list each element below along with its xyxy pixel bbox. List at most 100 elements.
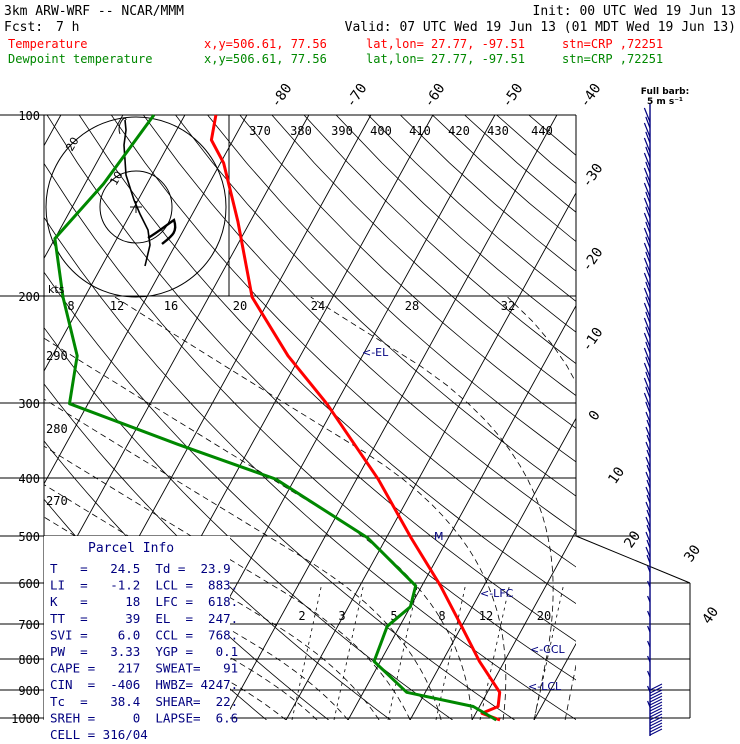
dry-adiabat bbox=[336, 115, 740, 720]
parcel-info-row: TT = 39 EL = 247. bbox=[50, 611, 238, 626]
fcst-label: Fcst: bbox=[4, 20, 43, 35]
isotherm-label: -10 bbox=[579, 325, 607, 355]
legend-dewpoint-stn: stn=CRP ,72251 bbox=[562, 52, 663, 66]
isotherm-label: 40 bbox=[699, 604, 722, 627]
isotherm-label: -40 bbox=[577, 81, 605, 111]
parcel-info-row: CELL = 316/04 bbox=[50, 727, 148, 740]
parcel-info-row: SREH = 0 LAPSE= 6.6 bbox=[50, 710, 238, 725]
isotherm-label: 20 bbox=[621, 528, 644, 551]
legend-temperature-xy: x,y=506.61, 77.56 bbox=[204, 37, 327, 51]
theta-label: 270 bbox=[46, 494, 68, 508]
mixing-ratio-label: 12 bbox=[110, 299, 124, 313]
barb-key-line1: Full barb: bbox=[641, 87, 689, 97]
dry-adiabat bbox=[400, 115, 740, 720]
lcl-marker: <-LCL bbox=[528, 680, 562, 693]
parcel-info-row: SVI = 6.0 CCL = 768. bbox=[50, 627, 238, 642]
dry-adiabat bbox=[176, 115, 740, 720]
wind-barb bbox=[650, 726, 662, 732]
dry-adiabat bbox=[497, 115, 740, 720]
hodograph-units: kts bbox=[48, 283, 65, 296]
isotherm-label: -20 bbox=[579, 245, 607, 275]
isotherm-label: -80 bbox=[268, 81, 296, 111]
dry-adiabat bbox=[432, 115, 740, 720]
parcel-info-row: T = 24.5 Td = 23.9 bbox=[50, 561, 231, 576]
wind-barb bbox=[650, 684, 662, 690]
pressure-tick-label: 900 bbox=[18, 684, 40, 698]
parcel-info-row: K = 18 LFC = 618. bbox=[50, 594, 238, 609]
fcst-value: 7 h bbox=[56, 20, 79, 35]
valid-time: Valid: 07 UTC Wed 19 Jun 13 (01 MDT Wed … bbox=[345, 20, 736, 35]
theta-label: 290 bbox=[46, 349, 68, 363]
isotherm-label: -60 bbox=[421, 81, 449, 111]
wind-barb bbox=[650, 693, 662, 699]
mixing-ratio-label: 24 bbox=[311, 299, 325, 313]
pressure-tick-label: 500 bbox=[18, 530, 40, 544]
parcel-info-row: CIN = -406 HWBZ= 4247. bbox=[50, 677, 238, 692]
theta-e-label: 420 bbox=[448, 124, 470, 138]
mixing-ratio-label: 2 bbox=[298, 609, 305, 623]
pressure-tick-label: 1000 bbox=[11, 712, 40, 726]
ccl-marker: <-CCL bbox=[530, 643, 566, 656]
dry-adiabat bbox=[208, 115, 740, 720]
isotherm bbox=[658, 115, 740, 720]
isotherm-label: 10 bbox=[605, 464, 628, 487]
pressure-tick-label: 100 bbox=[18, 109, 40, 123]
parcel-info-row: PW = 3.33 YGP = 0.1 bbox=[50, 644, 238, 659]
pressure-tick-label: 800 bbox=[18, 653, 40, 667]
pressure-tick-label: 700 bbox=[18, 618, 40, 632]
wind-barb bbox=[650, 708, 662, 714]
lfc-marker: <-LFC bbox=[480, 587, 514, 600]
legend-temperature-stn: stn=CRP ,72251 bbox=[562, 37, 663, 51]
mixing-ratio-label: 3 bbox=[338, 609, 345, 623]
theta-label: 280 bbox=[46, 422, 68, 436]
mixing-ratio-label: 20 bbox=[537, 609, 551, 623]
mixing-ratio-label: 16 bbox=[164, 299, 178, 313]
isotherm bbox=[596, 115, 740, 720]
theta-e-label: 390 bbox=[331, 124, 353, 138]
mixing-ratio-label: 8 bbox=[67, 299, 74, 313]
isotherm-label: -30 bbox=[579, 161, 607, 191]
theta-e-label: 430 bbox=[487, 124, 509, 138]
theta-e-label: 370 bbox=[249, 124, 271, 138]
isotherm bbox=[410, 115, 740, 720]
theta-e-label: 440 bbox=[531, 124, 553, 138]
wind-barb bbox=[650, 711, 662, 717]
wind-barb bbox=[650, 696, 662, 702]
isotherm-label: -50 bbox=[499, 81, 527, 111]
mixing-ratio-lines bbox=[292, 583, 564, 720]
isotherm bbox=[348, 115, 681, 720]
pressure-tick-label: 200 bbox=[18, 290, 40, 304]
barb-key-line2: 5 m s⁻¹ bbox=[647, 97, 683, 107]
mixing-ratio-line bbox=[292, 583, 322, 720]
legend-dewpoint-xy: x,y=506.61, 77.56 bbox=[204, 52, 327, 66]
parcel-info-row: CAPE = 217 SWEAT= 91 bbox=[50, 661, 238, 676]
parcel-info-row: LI = -1.2 LCL = 883. bbox=[50, 578, 238, 593]
isotherm-label: -70 bbox=[343, 81, 371, 111]
parcel-info-row: Tc = 38.4 SHEAR= 22. bbox=[50, 694, 238, 709]
wind-barb bbox=[650, 705, 662, 711]
isotherm bbox=[534, 115, 740, 720]
legend-temperature-latlon: lat,lon= 27.77, -97.51 bbox=[366, 37, 525, 51]
init-time: Init: 00 UTC Wed 19 Jun 13 bbox=[533, 4, 737, 19]
isotherm-label: 30 bbox=[681, 542, 704, 565]
isotherm-label: 0 bbox=[586, 408, 604, 424]
dry-adiabat bbox=[240, 115, 740, 720]
hodograph-ring-label: 10 bbox=[107, 169, 125, 188]
wind-barbs bbox=[644, 104, 662, 736]
pressure-tick-label: 400 bbox=[18, 472, 40, 486]
pressure-tick-label: 600 bbox=[18, 577, 40, 591]
wind-barb bbox=[650, 702, 662, 708]
wind-barb bbox=[650, 714, 662, 720]
mixing-ratio-line bbox=[388, 583, 418, 720]
wind-barb bbox=[650, 720, 662, 726]
m-marker: M bbox=[434, 530, 444, 543]
pressure-tick-label: 300 bbox=[18, 397, 40, 411]
wind-barb bbox=[650, 690, 662, 696]
wind-barb bbox=[650, 699, 662, 705]
legend-temperature-name: Temperature bbox=[8, 37, 87, 51]
parcel-info-title: Parcel Info bbox=[88, 541, 174, 556]
theta-e-label: 400 bbox=[370, 124, 392, 138]
parcel-info-rows: T = 24.5 Td = 23.9 LI = -1.2 LCL = 883.K … bbox=[50, 561, 238, 740]
